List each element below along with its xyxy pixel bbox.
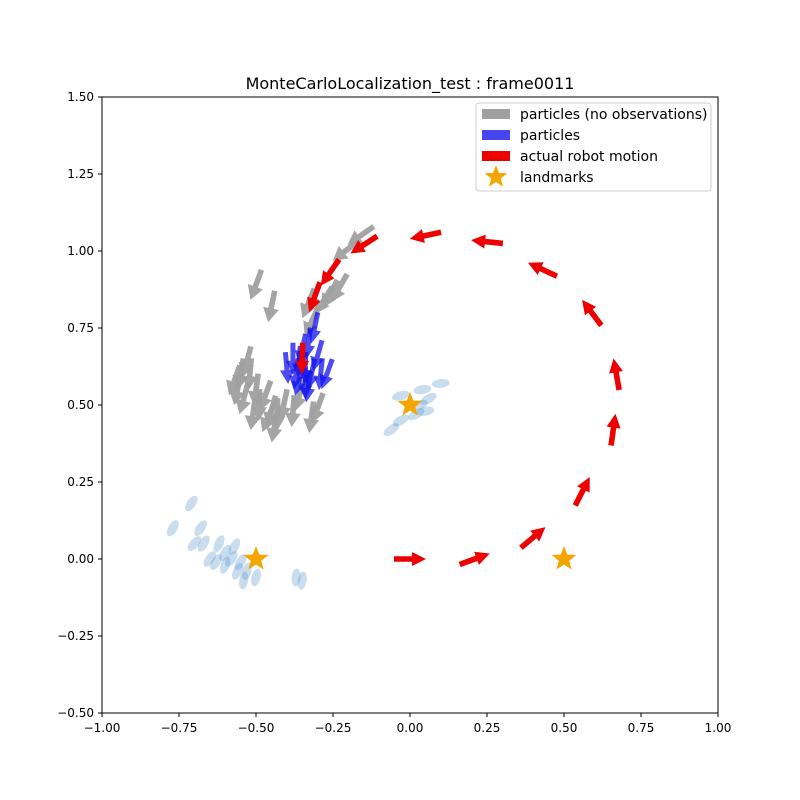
gray-particle-arrow [332,238,360,261]
gray-particle-arrow [226,364,243,396]
gray-particle-arrow [229,373,245,406]
uncertainty-ellipse [383,423,400,436]
landmark-star-icon [397,392,423,416]
legend-swatch-actual-robot-motion [482,151,510,161]
robot-motion-arrow [458,551,490,568]
plot-area [166,224,623,590]
gray-particle-arrow [244,398,261,431]
legend-label-actual-robot-motion: actual robot motion [520,149,658,165]
x-tick-label: −0.75 [161,721,198,735]
x-tick-label: 0.50 [551,721,578,735]
gray-particle-arrow [266,410,283,443]
uncertainty-ellipse [197,535,210,552]
uncertainty-ellipse [391,390,410,401]
robot-motion-arrow [307,281,323,313]
x-tick-label: −0.25 [315,721,352,735]
particles-no-observations-series [226,224,376,443]
robot-motion-arrow [527,262,559,279]
gray-particle-arrow [241,358,258,391]
uncertainty-ellipse [251,568,261,587]
uncertainty-ellipse [291,568,301,587]
y-tick-label: 0.50 [67,398,94,412]
legend-swatch-particles [482,130,510,140]
legend-label-particles-no-observations: particles (no observations) [520,107,707,123]
legend-label-particles: particles [520,128,580,144]
x-tick-label: −1.00 [84,721,121,735]
landmark-star-icon [243,546,269,570]
robot-motion-arrow [519,527,546,550]
landmark-star-icon [551,546,577,570]
y-tick-label: 1.25 [67,167,94,181]
uncertainty-ellipse [187,536,202,552]
gray-particle-arrow [347,224,376,245]
gray-particle-arrow [235,382,251,415]
robot-motion-arrow [295,342,310,375]
y-tick-label: −0.25 [57,629,94,643]
robot-motion-arrow [582,299,604,328]
gray-particle-arrow [260,401,277,433]
robot-motion-series [295,229,623,568]
x-tick-label: 0.75 [628,721,655,735]
uncertainty-ellipse [166,520,179,537]
robot-motion-arrow [609,358,623,391]
robot-motion-arrow [320,257,342,286]
uncertainty-ellipses [166,378,450,590]
landmarks-series [243,392,577,570]
robot-motion-arrow [350,233,379,254]
x-tick-label: 1.00 [705,721,732,735]
y-tick-label: 1.00 [67,244,94,258]
x-tick-label: 0.00 [397,721,424,735]
robot-motion-arrow [394,552,426,566]
uncertainty-ellipse [213,535,225,552]
legend-label-landmarks: landmarks [520,170,594,186]
uncertainty-ellipse [420,392,437,405]
uncertainty-ellipse [238,571,249,590]
legend-box [475,102,712,192]
uncertainty-ellipse [413,384,432,395]
legend: particles (no observations) particles ac… [475,102,712,192]
legend-star-landmarks-icon [484,165,508,187]
uncertainty-ellipse [225,551,238,567]
uncertainty-ellipse [416,406,435,416]
uncertainty-ellipse [194,520,207,537]
gray-particle-arrow [315,285,335,314]
y-tick-label: 0.75 [67,321,94,335]
robot-motion-arrow [606,413,621,446]
gray-particle-arrow [303,401,320,434]
uncertainty-ellipse [203,551,217,567]
uncertainty-ellipse [231,562,244,580]
gray-particle-arrow [331,272,350,302]
gray-particle-arrow [247,268,265,300]
plot-frame [101,96,719,714]
y-tick-label: 1.50 [67,90,94,104]
uncertainty-ellipse [209,554,223,571]
gray-particle-arrow [284,394,301,428]
y-tick-label: 0.00 [67,552,94,566]
uncertainty-ellipse [234,553,247,571]
chart-title: MonteCarloLocalization_test : frame0011 [246,74,575,94]
uncertainty-ellipse [392,414,409,427]
y-tick-label: 0.25 [67,475,94,489]
particle-arrow [319,358,335,390]
particle-arrow [301,370,316,403]
robot-motion-arrow [471,234,504,249]
uncertainty-ellipse [228,538,241,555]
robot-motion-arrow [572,476,590,507]
legend-swatch-particles-no-observations [482,109,510,119]
gray-particle-arrow [263,290,279,323]
y-tick-label: −0.50 [57,706,94,720]
y-axis-ticks: −0.50 −0.25 0.00 0.25 0.50 0.75 1.00 1.25 1.50 [57,90,102,720]
uncertainty-ellipse [184,495,198,512]
uncertainty-ellipse [297,571,307,590]
x-tick-label: 0.25 [474,721,501,735]
uncertainty-ellipse [431,378,450,388]
robot-motion-arrow [409,229,442,243]
uncertainty-ellipse [219,544,232,561]
uncertainty-ellipse [219,556,231,574]
x-tick-label: −0.50 [238,721,275,735]
x-axis-ticks: −1.00 −0.75 −0.50 −0.25 0.00 0.25 0.50 0.75 1.00 [84,713,732,735]
